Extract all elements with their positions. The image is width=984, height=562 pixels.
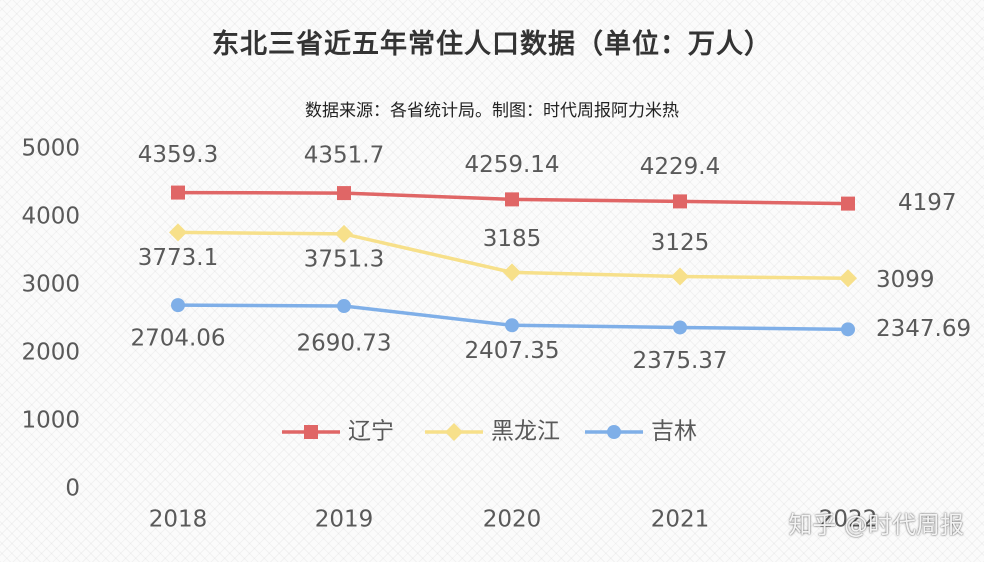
x-tick-label: 2020 (483, 507, 542, 533)
legend-label: 黑龙江 (491, 419, 560, 445)
data-point (337, 299, 351, 314)
data-point (171, 298, 185, 313)
data-point (335, 224, 353, 243)
data-label: 4259.14 (464, 152, 559, 178)
data-label: 2407.35 (464, 338, 559, 364)
data-label: 3099 (876, 267, 935, 293)
data-label: 4351.7 (304, 143, 384, 169)
data-label: 4229.4 (640, 154, 720, 180)
data-point (841, 322, 855, 337)
data-point (505, 318, 519, 333)
x-tick-label: 2021 (651, 507, 710, 533)
data-label: 2704.06 (130, 326, 225, 352)
legend-label: 辽宁 (348, 419, 394, 445)
legend-marker (607, 425, 621, 439)
x-tick-label: 2018 (149, 507, 208, 533)
data-label: 4359.3 (138, 142, 218, 168)
legend-marker (304, 425, 318, 439)
data-label: 2347.69 (876, 316, 971, 342)
x-tick-label: 2022 (819, 507, 878, 533)
data-point (171, 185, 185, 200)
data-label: 3125 (651, 230, 710, 256)
y-tick-label: 5000 (21, 136, 80, 162)
data-point (839, 269, 857, 288)
data-label: 3185 (483, 226, 542, 252)
data-label: 3773.1 (138, 245, 218, 271)
data-point (337, 186, 351, 201)
legend-label: 吉林 (651, 419, 697, 445)
y-tick-label: 0 (65, 476, 80, 502)
chart-subtitle: 数据来源：各省统计局。制图：时代周报阿力米热 (305, 101, 679, 121)
data-label: 3751.3 (304, 246, 384, 272)
data-label: 4197 (898, 190, 957, 216)
legend-marker (445, 423, 463, 441)
watermark: 知乎 @时代周报 (788, 511, 964, 539)
data-point (169, 223, 187, 242)
data-point (673, 194, 687, 209)
data-point (505, 192, 519, 207)
data-point (841, 196, 855, 211)
data-label: 2375.37 (632, 348, 727, 374)
y-tick-label: 1000 (21, 408, 80, 434)
data-point (503, 263, 521, 282)
y-tick-label: 3000 (21, 272, 80, 298)
chart-title: 东北三省近五年常住人口数据（单位：万人） (212, 29, 772, 60)
data-point (671, 267, 689, 286)
y-tick-label: 4000 (21, 204, 80, 230)
y-tick-label: 2000 (21, 340, 80, 366)
x-tick-label: 2019 (315, 507, 374, 533)
data-label: 2690.73 (296, 331, 391, 357)
data-point (673, 320, 687, 335)
